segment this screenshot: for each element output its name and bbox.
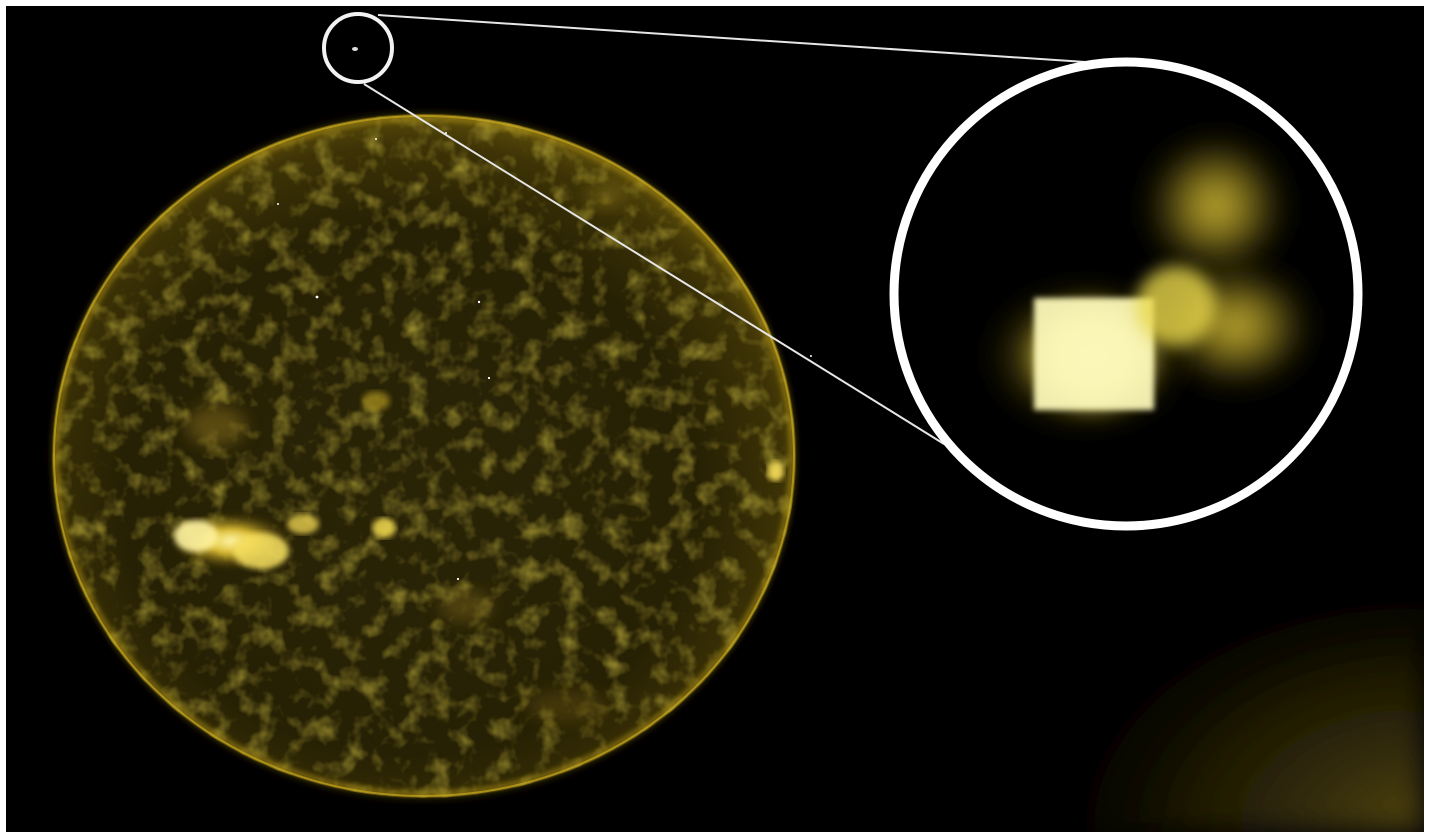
sun-photograph (6, 6, 1424, 832)
callout-connector-lines (363, 14, 1177, 445)
sun-disk (52, 114, 796, 798)
small-callout-circle (322, 12, 394, 84)
zoom-callout (889, 57, 1363, 531)
photo-scene (32, 12, 1424, 832)
zoomed-object (976, 126, 1321, 436)
active-regions (171, 184, 784, 722)
